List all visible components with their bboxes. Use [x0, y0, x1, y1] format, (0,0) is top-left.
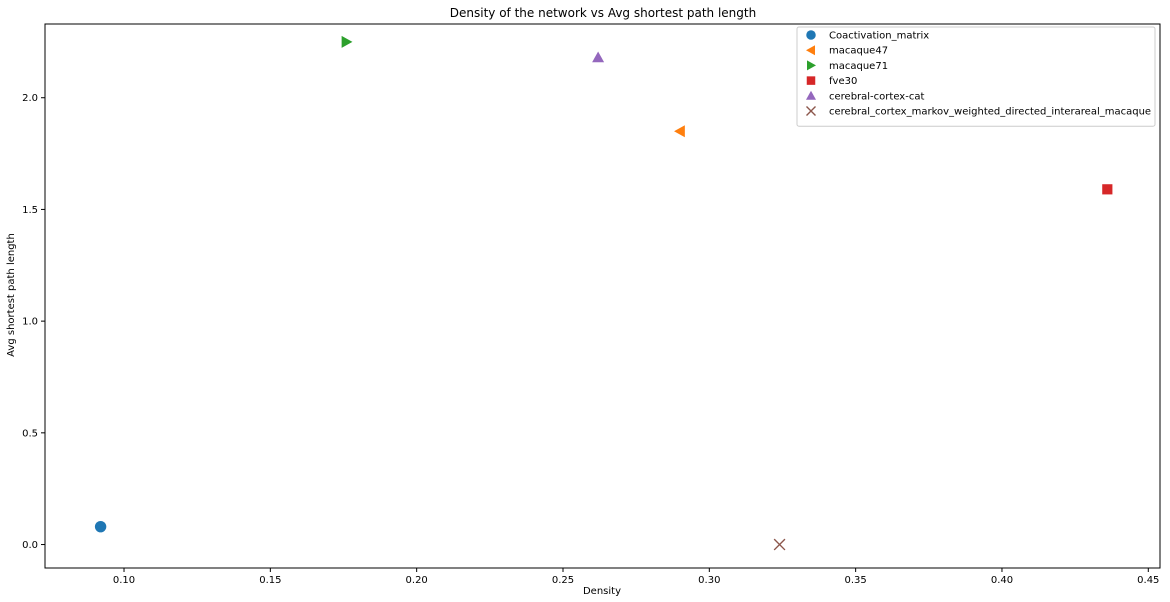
y-tick-label: 1.5 — [22, 205, 38, 216]
x-tick-label: 0.10 — [113, 575, 135, 586]
y-axis: 0.0 0.5 1.0 1.5 2.0 — [22, 93, 45, 551]
point-macaque47 — [674, 125, 685, 138]
point-macaque71 — [341, 35, 353, 48]
legend-label: fve30 — [829, 76, 857, 87]
legend-label: cerebral-cortex-cat — [829, 91, 924, 102]
x-axis: 0.10 0.15 0.20 0.25 0.30 0.35 0.40 0.45 — [113, 568, 1159, 586]
point-cerebral-cortex-cat — [592, 51, 605, 63]
y-tick-label: 0.0 — [22, 540, 38, 551]
x-tick-label: 0.15 — [259, 575, 281, 586]
point-fve30 — [1102, 184, 1113, 195]
legend-marker — [807, 60, 816, 71]
x-tick-label: 0.45 — [1137, 575, 1159, 586]
x-tick-label: 0.30 — [698, 575, 720, 586]
legend-marker — [806, 90, 816, 100]
x-tick-label: 0.25 — [552, 575, 574, 586]
legend-label: cerebral_cortex_markov_weighted_directed… — [829, 107, 1151, 118]
x-tick-label: 0.20 — [406, 575, 428, 586]
legend-label: Coactivation_matrix — [829, 31, 929, 42]
y-tick-label: 2.0 — [22, 93, 38, 104]
x-axis-title: Density — [583, 586, 621, 597]
legend-label: macaque71 — [829, 61, 888, 72]
legend-marker — [806, 76, 816, 85]
legend-marker — [806, 106, 816, 116]
data-points — [94, 35, 1113, 551]
legend-label: macaque47 — [829, 46, 888, 57]
y-axis-title: Avg shortest path length — [6, 233, 17, 357]
x-tick-label: 0.35 — [845, 575, 867, 586]
chart-title: Density of the network vs Avg shortest p… — [450, 6, 756, 20]
y-tick-label: 1.0 — [22, 317, 38, 328]
legend-frame — [796, 26, 1156, 127]
point-coactivation-matrix — [94, 520, 107, 533]
y-tick-label: 0.5 — [22, 428, 38, 439]
point-cerebral-cortex-markov-weighted-directed-interareal-macaque — [773, 538, 786, 551]
legend-marker — [806, 30, 816, 40]
legend-marker — [806, 45, 815, 56]
x-tick-label: 0.40 — [991, 575, 1013, 586]
legend: Coactivation_matrix macaque47 macaque71 fve… — [796, 26, 1156, 127]
